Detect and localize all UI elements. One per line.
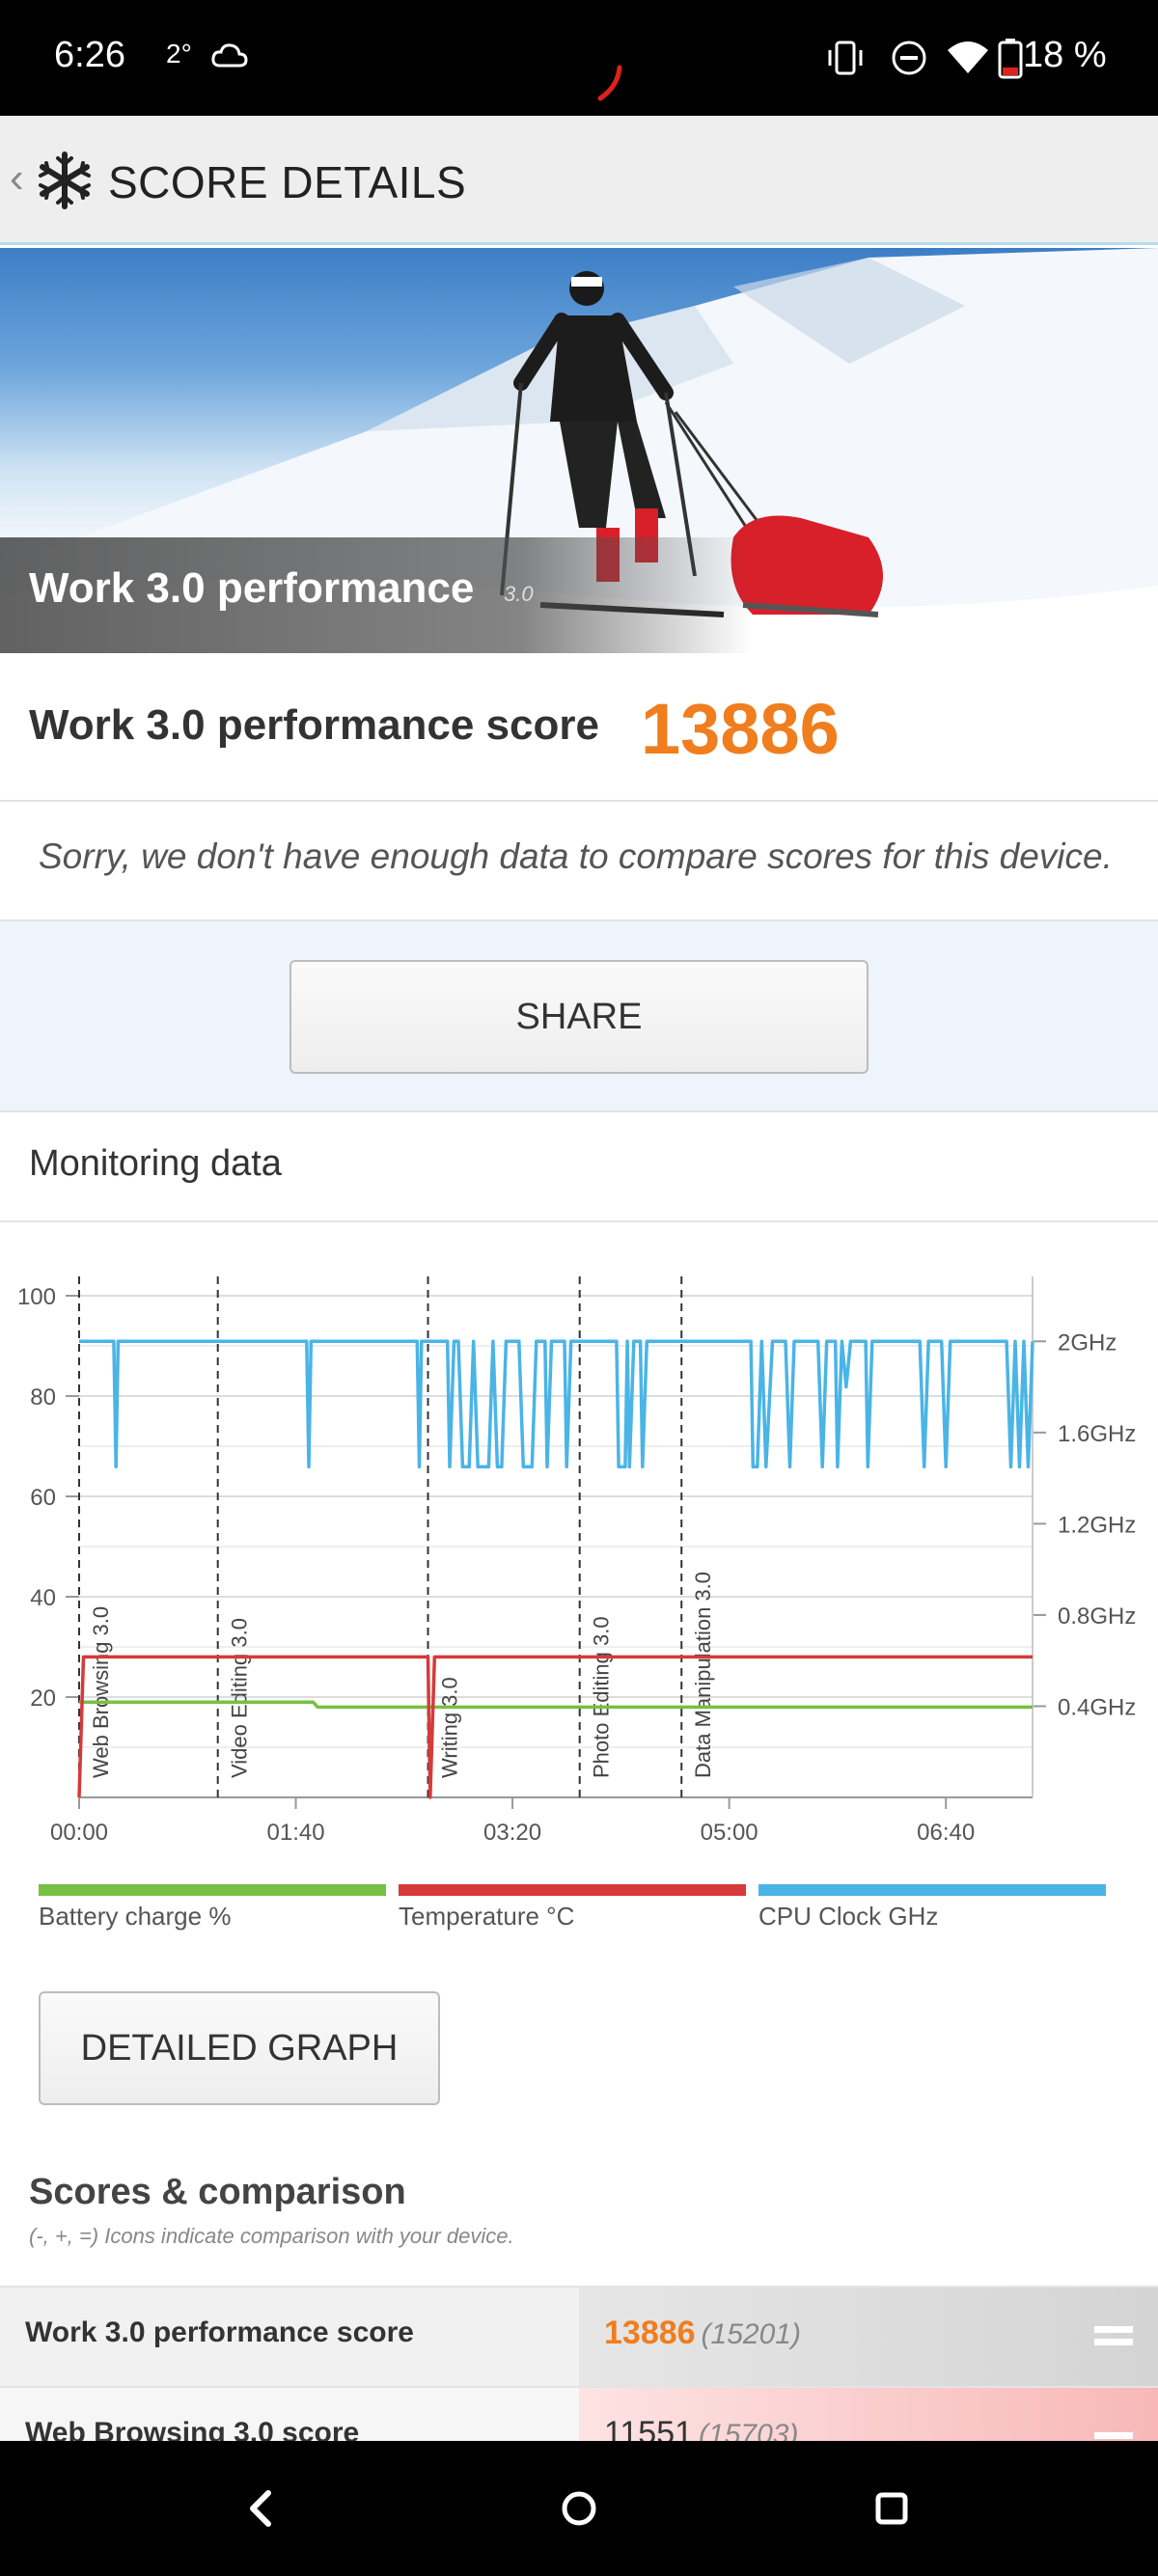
chevron-left-icon[interactable]: ‹	[10, 154, 24, 202]
banner-version: 3.0	[504, 582, 534, 606]
divider	[0, 1220, 1158, 1222]
score-value-cell	[579, 2288, 1158, 2388]
home-circle-icon[interactable]	[550, 2480, 608, 2537]
legend-temperature-swatch	[399, 1884, 746, 1896]
compare-note: Sorry, we don't have enough data to comp…	[0, 802, 1158, 921]
hero-banner: Work 3.0 performance 3.0	[0, 248, 1158, 653]
share-area: SHARE	[0, 921, 1158, 1110]
page-title: SCORE DETAILS	[108, 157, 467, 207]
x-tick-label: 03:20	[483, 1820, 541, 1846]
monitoring-chart: 100 80 60 40 20 2GHz 1.6GHz 1.2GHz 0.8GHz 0.4GHz 0…	[17, 1276, 1136, 1846]
series-line	[77, 1655, 1033, 1799]
status-time: 6:26	[54, 35, 125, 75]
phase-marker-label: Photo Editing 3.0	[590, 1616, 614, 1778]
y-right-tick-label: 0.8GHz	[1058, 1603, 1136, 1630]
overall-score-value: 13886	[641, 689, 840, 769]
score-reference: (15201)	[701, 2318, 801, 2350]
series-line	[79, 1339, 1034, 1469]
detailed-graph-button[interactable]: DETAILED GRAPH	[39, 1991, 440, 2105]
legend-temperature: Temperature °C	[399, 1884, 746, 1932]
banner-title: Work 3.0 performance	[29, 564, 475, 612]
do-not-disturb-icon	[892, 41, 926, 75]
vibrate-icon	[828, 41, 863, 75]
legend-cpu-swatch	[758, 1884, 1106, 1896]
phase-marker-label: Web Browsing 3.0	[89, 1606, 113, 1778]
score-value: 13886 (15201)	[604, 2315, 801, 2352]
banner-title-band	[0, 537, 1158, 653]
x-tick-label: 01:40	[267, 1820, 325, 1846]
x-tick-label: 06:40	[917, 1820, 975, 1846]
app-header: ‹ SCORE DETAILS	[0, 116, 1158, 245]
monitoring-section: Monitoring data 100 80 60 40 20 2GHz 1.6GHz 1.2…	[0, 1110, 1158, 2488]
y-left-tick-label: 20	[30, 1685, 56, 1712]
x-tick-label: 05:00	[701, 1820, 758, 1846]
battery-icon	[998, 39, 1023, 79]
legend-battery-label: Battery charge %	[39, 1902, 232, 1931]
y-right-tick-label: 1.6GHz	[1058, 1421, 1136, 1447]
y-left-tick-label: 60	[30, 1485, 56, 1511]
legend-battery: Battery charge %	[39, 1884, 386, 1932]
scores-heading: Scores & comparison	[29, 2172, 406, 2212]
equal-icon	[1094, 2326, 1133, 2345]
status-weather-temp: 2°	[166, 39, 192, 69]
y-left-tick-label: 40	[30, 1585, 56, 1611]
loading-spinner-icon	[597, 65, 622, 101]
minus-icon	[1094, 2432, 1133, 2439]
phase-marker-label: Data Manipulation 3.0	[691, 1572, 715, 1778]
wifi-icon	[948, 41, 988, 73]
score-name: Work 3.0 performance score	[25, 2316, 414, 2348]
legend-battery-swatch	[39, 1884, 386, 1896]
phase-marker-label: Writing 3.0	[438, 1677, 462, 1778]
share-button[interactable]: SHARE	[290, 960, 868, 1074]
cloud-icon	[211, 43, 248, 68]
overall-score-row: Work 3.0 performance score 13886	[0, 653, 1158, 802]
series-line	[79, 1700, 1033, 1710]
y-right-tick-label: 0.4GHz	[1058, 1694, 1136, 1720]
legend-cpu-label: CPU Clock GHz	[758, 1902, 939, 1931]
phase-marker-label: Video Editing 3.0	[228, 1618, 252, 1778]
score-value-number: 13886	[604, 2315, 696, 2351]
legend-temperature-label: Temperature °C	[399, 1902, 575, 1931]
overall-score-label: Work 3.0 performance score	[29, 701, 599, 749]
y-left-tick-label: 80	[30, 1384, 56, 1411]
y-right-tick-label: 1.2GHz	[1058, 1512, 1136, 1538]
monitoring-heading: Monitoring data	[29, 1143, 282, 1184]
battery-percentage: 18 %	[1023, 35, 1107, 75]
table-row[interactable]: Work 3.0 performance score 13886 (15201)	[0, 2286, 1158, 2388]
legend-cpu: CPU Clock GHz	[758, 1884, 1106, 1932]
scores-subtitle: (-, +, =) Icons indicate comparison with…	[29, 2224, 514, 2248]
y-left-tick-label: 100	[17, 1284, 56, 1310]
recents-square-icon[interactable]	[863, 2480, 921, 2537]
x-tick-label: 00:00	[50, 1820, 108, 1846]
system-nav-bar	[0, 2441, 1158, 2576]
compare-note-text: Sorry, we don't have enough data to comp…	[39, 836, 1113, 876]
back-triangle-icon[interactable]	[232, 2480, 290, 2537]
snowflake-icon	[39, 151, 91, 209]
status-bar: 6:26 2° 18 %	[0, 0, 1158, 116]
y-right-tick-label: 2GHz	[1058, 1329, 1117, 1356]
